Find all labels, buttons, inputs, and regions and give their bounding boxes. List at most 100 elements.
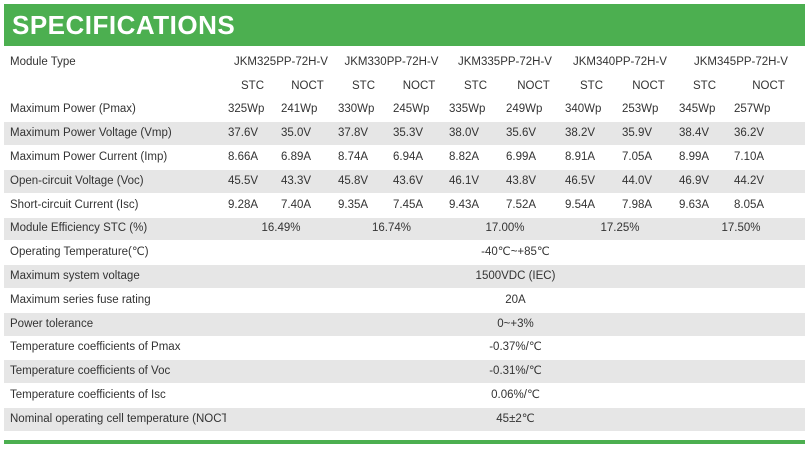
empty-cell [4,74,226,99]
stc-header: STC [336,74,391,99]
value-cell: 241Wp [279,98,336,123]
value-cell: 0~+3% [226,312,805,337]
table-row: Maximum system voltage 1500VDC (IEC) [4,264,805,289]
value-cell: 44.0V [620,169,677,194]
value-cell: 9.54A [563,193,620,218]
value-cell: 38.2V [563,121,620,147]
value-cell: 37.8V [336,121,391,147]
value-cell: 45.8V [336,169,391,194]
table-row: Module Type JKM325PP-72H-V JKM330PP-72H-… [4,51,805,75]
row-label: Module Efficiency STC (%) [4,217,226,242]
stc-header: STC [677,74,732,99]
table-row: Temperature coefficients of Pmax -0.37%/… [4,336,805,361]
value-cell: 6.89A [279,145,336,170]
noct-header: NOCT [391,74,447,99]
value-cell: 0.06%/℃ [226,383,805,408]
value-cell: 8.91A [563,145,620,170]
table-row: Temperature coefficients of Isc 0.06%/℃ [4,383,805,408]
value-cell: 17.50% [677,217,805,242]
table-row: Module Efficiency STC (%) 16.49% 16.74% … [4,217,805,242]
value-cell: 37.6V [226,121,279,147]
value-cell: 253Wp [620,98,677,123]
value-cell: 249Wp [504,98,563,123]
value-cell: 35.6V [504,121,563,147]
model-name: JKM330PP-72H-V [336,51,447,75]
specifications-table: Module Type JKM325PP-72H-V JKM330PP-72H-… [4,51,805,432]
value-cell: 7.40A [279,193,336,218]
value-cell: 340Wp [563,98,620,123]
stc-header: STC [563,74,620,99]
value-cell: 7.45A [391,193,447,218]
stc-header: STC [447,74,504,99]
value-cell: 7.98A [620,193,677,218]
value-cell: 330Wp [336,98,391,123]
row-label: Operating Temperature(℃) [4,240,226,266]
value-cell: 8.99A [677,145,732,170]
value-cell: 8.74A [336,145,391,170]
model-name: JKM335PP-72H-V [447,51,563,75]
value-cell: 7.52A [504,193,563,218]
value-cell: 35.9V [620,121,677,147]
value-cell: 7.10A [732,145,805,170]
table-row: STC NOCT STC NOCT STC NOCT STC NOCT STC … [4,74,805,99]
row-label: Temperature coefficients of Isc [4,383,226,408]
row-label: Short-circuit Current (Isc) [4,193,226,218]
value-cell: 6.99A [504,145,563,170]
row-label: Maximum Power Current (Imp) [4,145,226,170]
table-row: Nominal operating cell temperature (NOCT… [4,407,805,432]
value-cell: 7.05A [620,145,677,170]
row-label: Nominal operating cell temperature (NOCT… [4,407,226,432]
noct-header: NOCT [279,74,336,99]
value-cell: 9.63A [677,193,732,218]
row-label: Open-circuit Voltage (Voc) [4,169,226,194]
row-label: Maximum series fuse rating [4,288,226,313]
value-cell: 38.4V [677,121,732,147]
value-cell: 43.3V [279,169,336,194]
row-label: Temperature coefficients of Pmax [4,336,226,361]
table-row: Maximum Power (Pmax) 325Wp 241Wp 330Wp 2… [4,98,805,123]
value-cell: 1500VDC (IEC) [226,264,805,289]
stc-header: STC [226,74,279,99]
value-cell: 46.5V [563,169,620,194]
footer-divider [4,440,805,444]
table-row: Temperature coefficients of Voc -0.31%/℃ [4,359,805,385]
table-row: Maximum series fuse rating 20A [4,288,805,313]
row-label: Maximum system voltage [4,264,226,289]
table-row: Open-circuit Voltage (Voc) 45.5V 43.3V 4… [4,169,805,194]
value-cell: 16.74% [336,217,447,242]
noct-header: NOCT [732,74,805,99]
row-label: Maximum Power (Pmax) [4,98,226,123]
model-name: JKM340PP-72H-V [563,51,677,75]
table-row: Maximum Power Current (Imp) 8.66A 6.89A … [4,145,805,170]
table-row: Short-circuit Current (Isc) 9.28A 7.40A … [4,193,805,218]
module-type-label: Module Type [4,51,226,75]
specifications-header: SPECIFICATIONS [4,4,805,46]
value-cell: 9.35A [336,193,391,218]
model-name: JKM325PP-72H-V [226,51,336,75]
value-cell: 16.49% [226,217,336,242]
value-cell: 9.43A [447,193,504,218]
value-cell: 335Wp [447,98,504,123]
row-label: Maximum Power Voltage (Vmp) [4,121,226,147]
value-cell: 43.6V [391,169,447,194]
value-cell: 35.0V [279,121,336,147]
value-cell: 8.82A [447,145,504,170]
value-cell: 46.1V [447,169,504,194]
page-title: SPECIFICATIONS [12,10,236,40]
value-cell: -0.37%/℃ [226,336,805,361]
table-row: Power tolerance 0~+3% [4,312,805,337]
value-cell: 257Wp [732,98,805,123]
table-row: Operating Temperature(℃) -40℃~+85℃ [4,240,805,266]
value-cell: 44.2V [732,169,805,194]
row-label: Temperature coefficients of Voc [4,359,226,385]
row-label: Power tolerance [4,312,226,337]
value-cell: 36.2V [732,121,805,147]
value-cell: 20A [226,288,805,313]
table-row: Maximum Power Voltage (Vmp) 37.6V 35.0V … [4,121,805,147]
value-cell: 43.8V [504,169,563,194]
value-cell: 325Wp [226,98,279,123]
value-cell: 9.28A [226,193,279,218]
value-cell: 8.05A [732,193,805,218]
value-cell: 17.25% [563,217,677,242]
noct-header: NOCT [504,74,563,99]
